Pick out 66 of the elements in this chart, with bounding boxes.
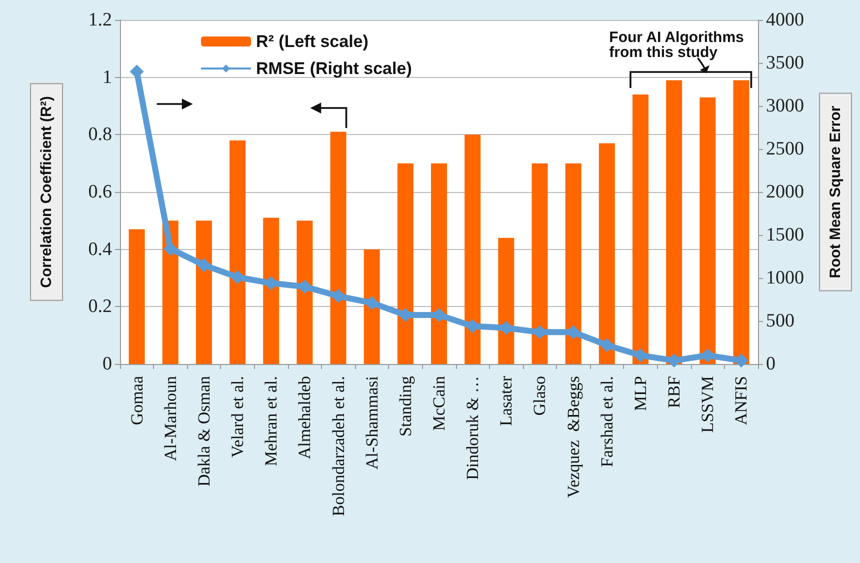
x-tick-label: Al-Marhoun — [160, 376, 180, 461]
point — [633, 348, 648, 362]
x-tick-label: Vezquez &Beggs — [564, 376, 583, 498]
x-tick-label: Lasater — [496, 376, 516, 426]
x-tick-label: Velard et al. — [228, 376, 248, 458]
x-tick-label: LSSVM — [698, 376, 718, 433]
x-tick-label: Standing — [396, 376, 415, 436]
y2-tick-label: 1500 — [766, 224, 804, 246]
bar — [397, 163, 414, 364]
bar — [196, 220, 212, 364]
bar — [330, 132, 346, 364]
point — [196, 258, 211, 272]
legend-label: R² (Left scale) — [256, 32, 368, 51]
point — [734, 354, 748, 368]
point — [331, 289, 346, 304]
x-tick-label: Farshad et al. — [597, 376, 616, 468]
bar — [296, 220, 313, 364]
y2-tick-label: 500 — [766, 310, 794, 332]
y-axis-title: Correlation Coefficient (R²) — [38, 96, 55, 288]
x-tick-label: Dindoruk & … — [463, 376, 482, 480]
bar — [532, 163, 548, 364]
bar — [431, 163, 447, 364]
x-tick-label: McCain — [430, 376, 448, 431]
y2-tick-label: 1000 — [766, 268, 804, 288]
y2-tick-label: 2000 — [766, 182, 804, 202]
y-tick-label: 1.2 — [88, 10, 112, 30]
x-tick-label: MLP — [630, 376, 650, 411]
x-tick-label: Mehran et al. — [262, 376, 281, 466]
bar — [263, 218, 280, 364]
y-tick-label: 0.6 — [88, 182, 112, 202]
y-tick-label: 0.4 — [88, 238, 112, 260]
y2-tick-label: 3000 — [766, 96, 804, 116]
annotation: Four AI Algorithms from this study — [609, 29, 744, 61]
bar — [598, 143, 615, 364]
y-tick-label: 0.8 — [88, 124, 112, 146]
bar — [700, 97, 716, 364]
bar — [128, 229, 145, 364]
y2-tick-label: 2500 — [766, 138, 804, 160]
y2-tick-label: 4000 — [766, 10, 804, 30]
point — [163, 242, 178, 256]
x-tick-label: ANFIS — [732, 376, 751, 426]
y2-tick-label: 3500 — [766, 52, 804, 74]
point — [364, 296, 379, 310]
x-tick-label: Gomaa — [127, 376, 146, 426]
bar — [364, 249, 380, 364]
point — [600, 338, 614, 352]
bar — [666, 80, 682, 364]
bar — [733, 80, 750, 364]
bar — [230, 140, 246, 364]
x-tick-label: Al-Shammasi — [362, 376, 382, 470]
x-tick-label: Almehaldeb — [295, 376, 314, 460]
y2-axis-title: Root Mean Square Error — [827, 106, 844, 278]
y-tick-label: 1 — [102, 66, 112, 88]
x-tick-label: RBF — [664, 376, 684, 408]
y2-tick-label: 0 — [766, 354, 776, 374]
point — [130, 64, 144, 79]
x-tick-label: Glaso — [530, 376, 550, 416]
y-tick-label: 0 — [102, 354, 112, 374]
bar — [498, 238, 514, 364]
x-tick-label: Bolondarzadeh et al. — [328, 376, 348, 516]
bar — [632, 94, 648, 364]
bar — [464, 134, 481, 364]
bar — [565, 163, 582, 364]
legend-label: RMSE (Right scale) — [256, 59, 412, 78]
x-tick-label: Dakla & Osman — [194, 376, 214, 486]
y-tick-label: 0.2 — [88, 296, 112, 318]
